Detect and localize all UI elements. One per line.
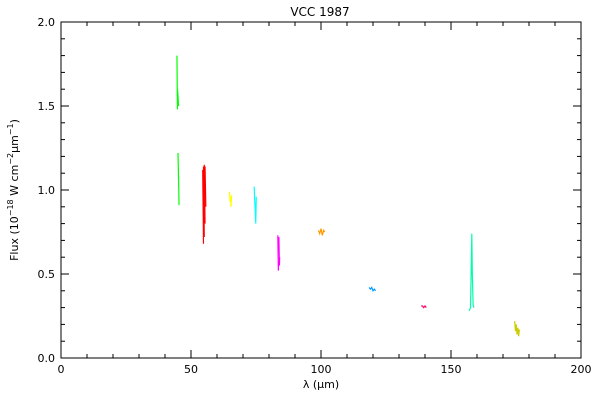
spectrum-line [253, 186, 257, 224]
spectrum-series-3 [228, 191, 233, 207]
spectrum-line [514, 320, 520, 337]
spectrum-line [177, 176, 180, 206]
spectrum-series-9 [468, 233, 475, 312]
spectrum-line [176, 89, 180, 107]
axis-ticks: 0 50 100 150 200 0.0 0.5 1.0 1.5 2.0 [38, 16, 592, 376]
y-axis-label: Flux (10−18 W cm−2μm−1) [6, 119, 21, 261]
spectrum-line [468, 233, 475, 312]
spectrum-line [228, 191, 233, 207]
x-tick-label: 150 [441, 363, 462, 376]
y-axis-label-part: ) [8, 119, 21, 123]
y-tick-label: 1.5 [38, 100, 56, 113]
x-tick-label: 200 [571, 363, 592, 376]
x-tick-label: 100 [311, 363, 332, 376]
y-tick-label: 0.5 [38, 268, 56, 281]
y-axis-label-exponent: −1 [6, 123, 15, 135]
spectrum-line [177, 153, 180, 179]
spectrum-line [368, 286, 377, 293]
spectrum-series-6 [317, 228, 326, 236]
y-axis-label-exponent: −18 [6, 199, 15, 216]
spectrum-line [421, 304, 427, 309]
spectrum-line [317, 228, 326, 236]
chart-title: VCC 1987 [290, 5, 349, 19]
spectrum-line [176, 55, 179, 110]
spectrum-line [203, 164, 206, 224]
spectrum-series-4 [253, 186, 257, 224]
y-axis-label-part: W cm [8, 165, 21, 200]
y-tick-label: 0.0 [38, 352, 56, 365]
spectrum-series-2 [202, 164, 207, 244]
spectrum-line [204, 166, 207, 207]
spectrum-line [278, 237, 281, 266]
plot-axes [60, 21, 582, 359]
y-axis-label-part: μm [8, 135, 21, 153]
x-tick-label: 50 [184, 363, 198, 376]
spectrum-series-8 [421, 304, 427, 309]
spectrum-line [277, 235, 280, 271]
x-axis-label: λ (μm) [303, 378, 339, 391]
spectrum-series-7 [368, 286, 377, 293]
y-tick-label: 2.0 [38, 16, 56, 29]
y-axis-label-part: Flux (10 [8, 216, 21, 261]
y-tick-label: 1.0 [38, 184, 56, 197]
spectrum-line [202, 166, 205, 238]
spectrum-series-5 [277, 235, 281, 271]
spectrum-line [202, 169, 205, 244]
y-axis-label-exponent: −2 [6, 153, 15, 165]
plot-frame [60, 21, 582, 359]
data-series-layer [176, 55, 520, 337]
spectrum-series-1 [176, 55, 180, 206]
spectrum-series-10 [514, 320, 520, 337]
x-tick-label: 0 [58, 363, 65, 376]
